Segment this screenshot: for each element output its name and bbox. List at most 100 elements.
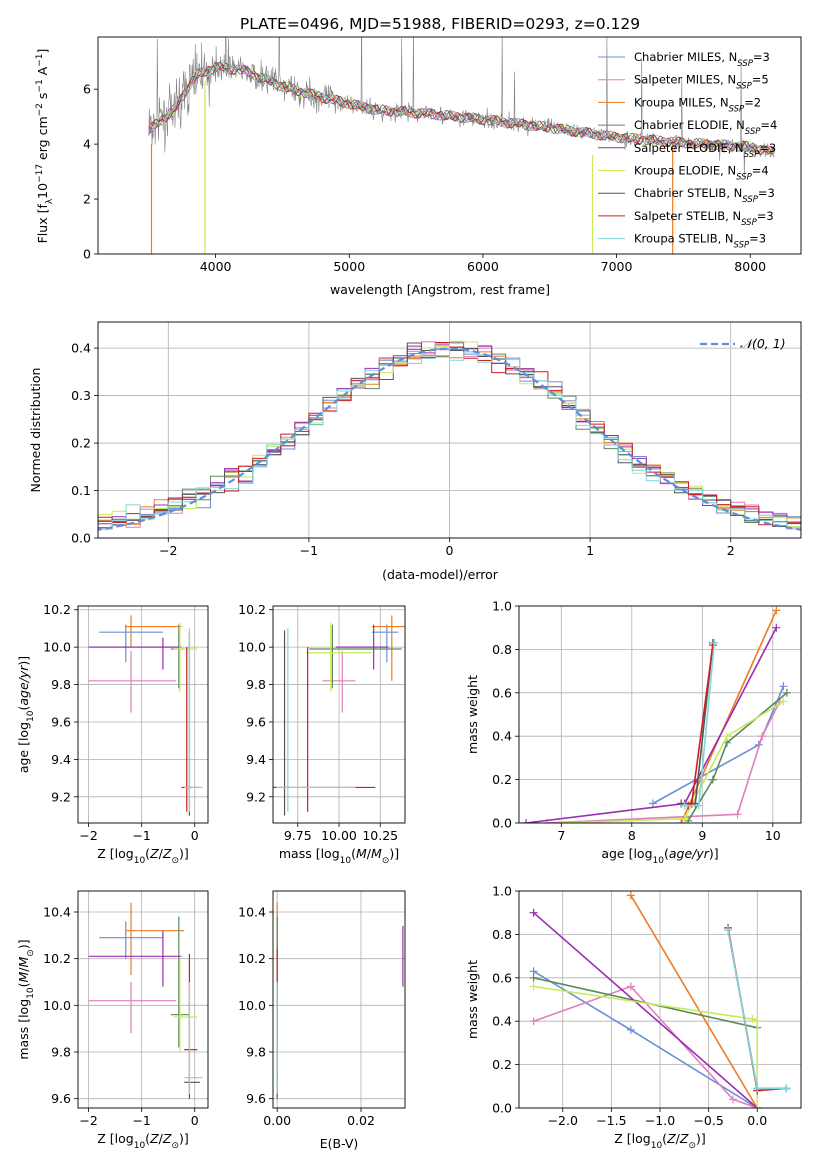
x-axis-label: (data-model)/error <box>382 567 499 582</box>
y-tick-label: 0 <box>83 247 91 262</box>
y-tick-label: 1.0 <box>492 884 512 899</box>
label-part: )] <box>16 939 31 949</box>
legend-subscript: SSP <box>737 59 753 69</box>
weight-marker <box>753 1017 762 1026</box>
label-part: ⊙ <box>171 856 179 866</box>
label-part: ⊙ <box>171 1141 179 1151</box>
plot-area <box>276 902 404 1099</box>
weight-marker <box>677 819 686 823</box>
label-part: erg cm <box>35 116 50 164</box>
label-part: λ <box>45 198 55 204</box>
weight-marker <box>680 801 689 810</box>
legend-series-name: Chabrier MILES, N <box>634 50 737 64</box>
y-tick-label: 0.2 <box>71 436 91 451</box>
weight-marker <box>728 1095 737 1104</box>
x-tick-label: 0.0 <box>747 1113 767 1128</box>
label-part: )] <box>709 846 719 861</box>
weight-marker <box>782 688 791 697</box>
legend-label: Chabrier STELIB, NSSP=3 <box>634 186 775 205</box>
label-part: Z <box>149 846 159 861</box>
weight-marker <box>626 982 635 991</box>
weight-marker <box>733 810 742 819</box>
legend-series-name: Salpeter STELIB, N <box>634 209 741 223</box>
legend-count: =3 <box>753 50 770 64</box>
label-part: / <box>676 1131 681 1146</box>
y-tick-label: 10.2 <box>238 602 266 617</box>
y-tick-label: 9.2 <box>246 789 266 804</box>
label-part: )] <box>389 846 399 861</box>
x-axis-label: mass [log10(M/M⊙)] <box>279 846 399 866</box>
label-part: 10 <box>651 1141 663 1151</box>
y-tick-label: 9.8 <box>246 677 266 692</box>
axes-frame <box>518 890 802 1109</box>
y-tick-label: 0.4 <box>71 341 91 356</box>
x-axis-label: Z [log10(Z/Z⊙)] <box>97 1131 189 1151</box>
x-tick-label: 0 <box>191 1113 199 1128</box>
normal-distribution-curve <box>98 347 801 531</box>
y-tick-label: 2 <box>83 192 91 207</box>
label-part: Z <box>679 1131 689 1146</box>
weight-marker <box>722 732 731 741</box>
model-spectrum-kroupa-elodie <box>148 62 775 157</box>
y-tick-label: 10.4 <box>238 905 266 920</box>
x-tick-label: 10.00 <box>321 828 357 843</box>
weight-marker <box>772 606 781 615</box>
weight-marker <box>708 775 717 784</box>
label-part: ( <box>662 1131 667 1146</box>
label-part: age/yr <box>16 665 31 706</box>
x-tick-label: 8 <box>628 828 636 843</box>
y-tick-label: 0.4 <box>492 1014 512 1029</box>
legend-label: Kroupa MILES, NSSP=2 <box>634 95 761 114</box>
y-tick-label: 9.4 <box>51 752 71 767</box>
legend-count: =5 <box>752 73 769 87</box>
age-vs-mass-panel: 9.75 10.00 10.25 9.2 9.4 9.6 9.8 10.0 10.2 mass [… <box>238 602 406 866</box>
x-tick-label: 1 <box>586 543 594 558</box>
x-tick-label: 10 <box>765 828 781 843</box>
weight-marker <box>710 638 719 647</box>
y-axis-label: Normed distribution <box>28 368 43 493</box>
y-tick-label: 9.6 <box>51 1091 71 1106</box>
legend-series-name: Chabrier ELODIE, N <box>634 118 745 132</box>
label-part: 10 <box>26 710 36 722</box>
y-tick-label: 9.6 <box>246 714 266 729</box>
legend-count: =4 <box>752 164 769 178</box>
y-axis-label: age [log10(age/yr)] <box>16 656 36 773</box>
spectrum-panel: 4000 5000 6000 7000 8000 0 2 4 6 wavelength [Angs… <box>35 36 802 297</box>
axes-frame <box>272 605 406 824</box>
label-part: mass [log <box>16 999 31 1060</box>
mass-vs-extinction-panel: 0.00 0.02 9.6 9.8 10.0 10.2 10.4 E(B-V) <box>238 890 406 1151</box>
label-part: )] <box>179 846 189 861</box>
legend-subscript: SSP <box>736 82 752 92</box>
x-tick-label: −2.0 <box>548 1113 578 1128</box>
label-part: / <box>159 846 164 861</box>
weight-line-kroupa-miles <box>630 894 758 1108</box>
x-tick-label: 0.00 <box>263 1113 291 1128</box>
y-tick-label: 1.0 <box>492 599 512 614</box>
x-tick-label: −0.5 <box>693 1113 723 1128</box>
weight-line-salpeter-miles <box>533 985 758 1108</box>
label-part: )] <box>179 1131 189 1146</box>
weight-marker <box>724 926 733 935</box>
plot-area <box>98 340 801 535</box>
x-tick-label: −2 <box>159 543 177 558</box>
label-part: Z <box>149 1131 159 1146</box>
weight-marker <box>529 973 538 982</box>
weight-marker <box>529 908 538 917</box>
x-tick-label: 7000 <box>601 259 633 274</box>
label-part: Z [log <box>97 846 133 861</box>
y-tick-label: 10.4 <box>43 905 71 920</box>
y-axis-label: mass [log10(M/M⊙)] <box>16 939 36 1059</box>
weight-marker <box>694 801 703 810</box>
axes-frame <box>272 890 406 1109</box>
weight-marker <box>557 819 566 823</box>
label-part: age/yr <box>669 846 710 861</box>
x-tick-label: 0.02 <box>347 1113 375 1128</box>
y-axis-label: Flux [fλ10−17 erg cm−2 s−1 A−1] <box>35 49 55 244</box>
legend-series-name: Salpeter MILES, N <box>634 73 736 87</box>
label-part: M <box>16 972 31 983</box>
legend-label: Salpeter ELODIE, NSSP=3 <box>634 141 776 160</box>
y-tick-label: 9.8 <box>51 677 71 692</box>
x-tick-label: 10.25 <box>362 828 398 843</box>
weight-marker <box>680 814 689 823</box>
y-tick-label: 0.0 <box>492 1101 512 1116</box>
